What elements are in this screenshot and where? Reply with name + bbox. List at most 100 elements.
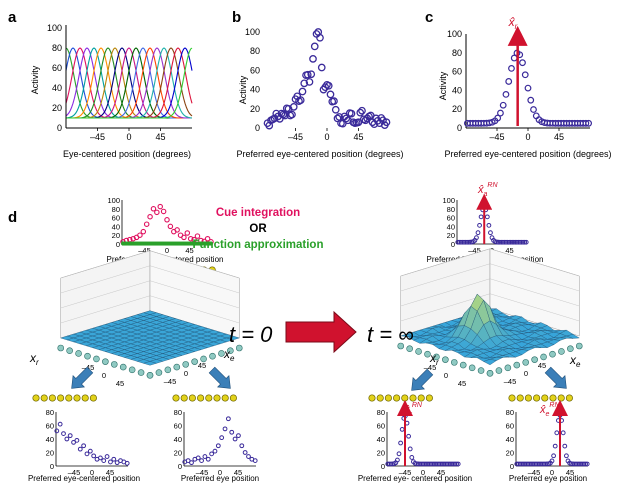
data-point — [474, 235, 479, 241]
yellow-dot — [516, 394, 524, 402]
data-point — [425, 461, 431, 467]
yellow-dot — [425, 394, 433, 402]
d-rb1-xtick: 45 — [437, 468, 445, 477]
edge-dot — [75, 350, 82, 357]
surface-tick: –45 — [504, 377, 517, 386]
yellow-dot — [73, 394, 81, 402]
left-xe-axis-label: xe — [223, 347, 235, 363]
data-point — [439, 461, 445, 467]
surface-quad — [143, 361, 157, 366]
data-point — [451, 461, 456, 467]
data-point — [215, 443, 221, 449]
red-point — [154, 209, 160, 216]
red-point — [160, 208, 167, 215]
data-point — [527, 96, 535, 104]
data-point — [71, 439, 76, 445]
xr-rn-label: x̂rRN — [403, 402, 423, 418]
edge-dot — [540, 353, 547, 361]
panel-d-letter: d — [8, 209, 17, 226]
d-lb2-xtick: 0 — [218, 468, 222, 477]
edge-dot — [558, 348, 565, 355]
d-rt-xtick: 45 — [505, 246, 513, 255]
d-lb1-ytick: 40 — [46, 435, 54, 444]
data-point — [560, 430, 566, 436]
data-point — [239, 443, 245, 449]
data-point — [463, 239, 468, 245]
red-point — [174, 227, 180, 233]
edge-dot — [191, 358, 198, 365]
data-point — [205, 456, 211, 462]
edge-dot — [209, 352, 216, 360]
data-point — [573, 461, 579, 467]
data-point — [202, 454, 208, 459]
data-point — [185, 458, 191, 464]
data-point — [584, 461, 590, 467]
data-point — [562, 443, 568, 449]
yellow-dot — [40, 394, 48, 402]
data-point — [514, 239, 520, 245]
data-point — [443, 461, 448, 467]
surface-tick: 0 — [184, 369, 188, 378]
data-point — [114, 460, 120, 466]
data-point — [289, 103, 298, 111]
edge-dot — [84, 352, 91, 360]
data-point — [464, 239, 470, 245]
d-lt-ytick: 0 — [116, 240, 120, 249]
data-point — [530, 461, 536, 467]
data-point — [331, 105, 340, 114]
data-point — [497, 109, 504, 117]
surface-tick: 45 — [538, 361, 546, 370]
data-point — [195, 455, 201, 461]
edge-dot — [182, 361, 190, 368]
d-left-eyepos-chart: 0 20 40 60 80 –45 0 45 — [174, 408, 258, 477]
data-point — [433, 461, 439, 467]
d-lb2-xtick: 45 — [234, 468, 242, 477]
panel-b-ytick: 60 — [250, 65, 260, 75]
panel-a-xticks: –45 0 45 — [90, 128, 166, 142]
data-point — [580, 461, 585, 467]
data-point — [516, 239, 521, 245]
d-rb2-xtick: 0 — [550, 468, 554, 477]
yellow-dot — [188, 394, 196, 402]
wall-grid — [489, 293, 580, 322]
data-point — [449, 461, 455, 467]
edge-dot — [406, 345, 413, 353]
data-point — [435, 461, 440, 467]
panel-b-points — [263, 28, 391, 130]
edge-dot — [128, 366, 136, 374]
d-left-eyepos-xlabel: Preferred eye position — [181, 474, 259, 483]
data-point — [316, 33, 324, 42]
data-point — [512, 239, 518, 245]
yellow-dot — [376, 394, 384, 402]
panel-a-yticks: 0 20 40 60 80 100 — [47, 23, 62, 133]
data-point — [423, 461, 429, 467]
data-point — [497, 239, 503, 245]
edge-dot — [235, 344, 243, 352]
panel-b-letter: b — [232, 9, 241, 26]
right-xe-axis-label: xe — [569, 353, 581, 369]
data-point — [552, 443, 558, 449]
panel-b-ytick: 20 — [250, 104, 260, 114]
data-point — [495, 239, 501, 245]
data-point — [494, 114, 502, 122]
surface-tick: 45 — [116, 379, 124, 388]
panel-b-ylabel: Activity — [238, 75, 248, 104]
data-point — [296, 96, 305, 105]
panel-c-letter: c — [425, 9, 433, 26]
data-point — [541, 461, 547, 467]
yellow-dot — [197, 394, 205, 402]
data-point — [498, 239, 504, 245]
panel-c-yticks: 0 20 40 60 80 100 — [447, 29, 462, 133]
panel-a-ytick: 60 — [52, 63, 62, 73]
edge-dot — [137, 369, 145, 376]
yellow-dot — [368, 394, 376, 402]
wall-grid — [60, 280, 151, 309]
data-point — [538, 461, 544, 467]
yellow-dot — [524, 394, 532, 402]
data-point — [517, 239, 523, 245]
data-point — [520, 239, 526, 245]
data-point — [488, 230, 493, 236]
data-point — [575, 461, 580, 467]
